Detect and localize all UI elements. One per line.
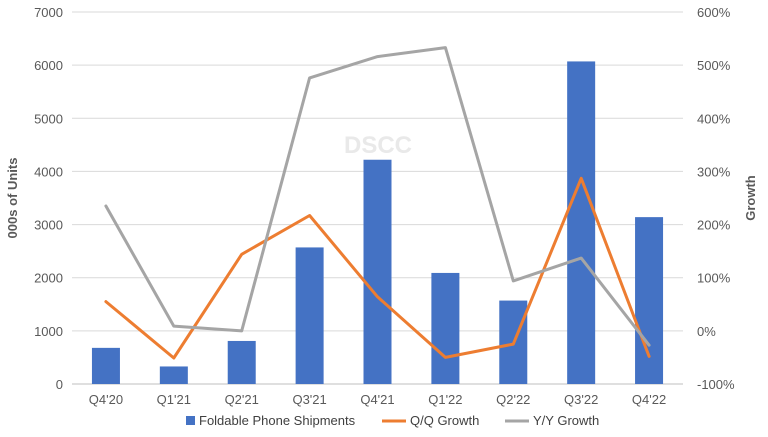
bar [567,61,596,385]
y-tick-label: 6000 [34,58,63,73]
right-axis-ticks: -100% 0% 100% 200% 300% 400% 500% 600% [697,5,735,392]
left-axis-ticks: 0 1000 2000 3000 4000 5000 6000 7000 [34,5,63,392]
bar [295,247,324,384]
y-tick-label: 2000 [34,271,63,286]
x-tick-label: Q4'20 [89,392,123,407]
y-y-growth-line [104,46,651,347]
x-tick-label: Q1'22 [428,392,462,407]
y2-tick-label: 100% [697,271,731,286]
x-tick-label: Q1'21 [157,392,191,407]
x-axis-ticks: Q4'20 Q1'21 Q2'21 Q3'21 Q4'21 Q1'22 Q2'22 Q3'22… [89,392,666,407]
y2-tick-label: 500% [697,58,731,73]
x-tick-label: Q2'21 [225,392,259,407]
legend-label: Y/Y Growth [533,413,599,428]
y2-tick-label: 600% [697,5,731,20]
y-tick-label: 0 [56,377,63,392]
x-tick-label: Q4'22 [632,392,666,407]
x-tick-label: Q2'22 [496,392,530,407]
bar [227,340,256,384]
x-tick-label: Q3'21 [292,392,326,407]
legend: Foldable Phone Shipments Q/Q Growth Y/Y Gr… [186,413,599,428]
legend-bar-swatch [186,416,195,425]
y2-tick-label: 200% [697,218,731,233]
watermark: DSCC [344,132,412,159]
q-q-growth-line [104,176,651,360]
x-tick-label: Q3'22 [564,392,598,407]
legend-label: Foldable Phone Shipments [199,413,356,428]
y-tick-label: 7000 [34,5,63,20]
legend-label: Q/Q Growth [410,413,479,428]
right-axis-title: Growth [743,175,758,221]
bar [363,159,392,384]
y-tick-label: 3000 [34,218,63,233]
y-tick-label: 5000 [34,111,63,126]
bar [159,366,188,384]
y2-tick-label: 400% [697,111,731,126]
bar [91,347,120,384]
y2-tick-label: 0% [697,324,716,339]
bar [635,217,664,384]
y-tick-label: 4000 [34,164,63,179]
bar-series [91,61,664,385]
line-series [104,46,651,360]
y2-tick-label: -100% [697,377,735,392]
y2-tick-label: 300% [697,164,731,179]
bar [431,272,460,384]
y-tick-label: 1000 [34,324,63,339]
x-tick-label: Q4'21 [360,392,394,407]
left-axis-title: 000s of Units [5,158,20,239]
